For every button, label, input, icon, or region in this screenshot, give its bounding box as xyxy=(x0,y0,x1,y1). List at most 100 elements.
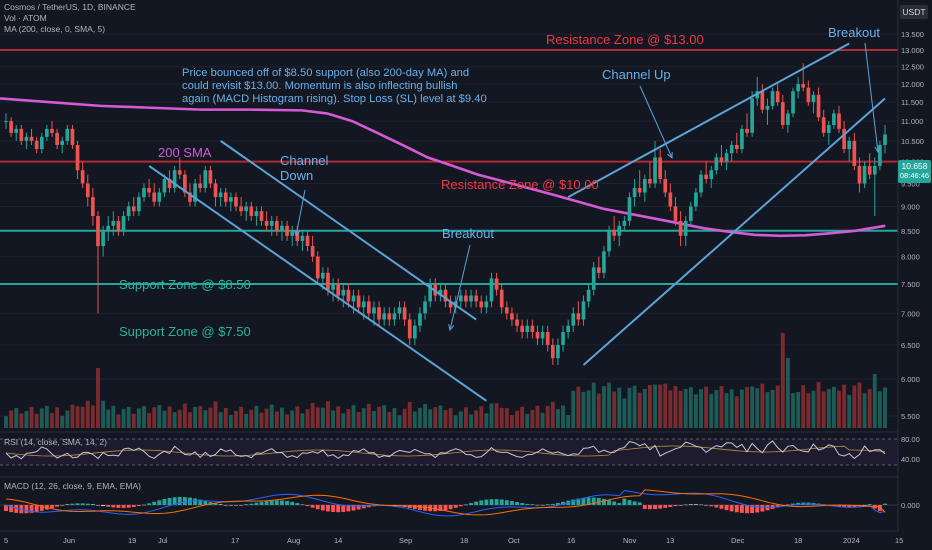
volume-bar xyxy=(821,391,826,428)
symbol-line[interactable]: Cosmos / TetherUS, 1D, BINANCE xyxy=(4,2,136,12)
macd-hist-bar xyxy=(96,505,100,506)
volume-bar xyxy=(489,403,494,428)
price-tick-label: 11.500 xyxy=(901,98,923,107)
volume-bar xyxy=(423,404,428,428)
price-tick-label: 8.500 xyxy=(901,227,920,236)
candle-body xyxy=(14,128,19,133)
macd-hist-bar xyxy=(683,504,688,506)
macd-hist-bar xyxy=(509,501,514,505)
volume-bar xyxy=(847,394,852,428)
candle-body xyxy=(535,332,540,339)
candle-body xyxy=(321,272,325,279)
candle-body xyxy=(673,206,678,221)
volume-bar xyxy=(239,406,244,428)
candle-body xyxy=(653,157,657,184)
volume-bar xyxy=(433,407,438,428)
candle-body xyxy=(540,332,545,339)
macd-hist-bar xyxy=(842,505,847,508)
candle-body xyxy=(336,284,341,296)
trend-channels[interactable] xyxy=(148,42,886,402)
macd-hist-bar xyxy=(729,505,734,512)
macd-hist-bar xyxy=(719,505,724,509)
candle-body xyxy=(412,325,417,339)
macd-hist-bar xyxy=(693,504,698,505)
candle-body xyxy=(341,289,346,296)
candle-body xyxy=(4,121,8,123)
arrow-channel-up xyxy=(639,85,673,159)
candle-body xyxy=(750,98,754,133)
last-price-value: 10.658 xyxy=(901,161,928,171)
macd-hist-bar xyxy=(545,504,550,506)
candle-body xyxy=(315,256,320,279)
volume-bar xyxy=(653,384,657,428)
volume-bar xyxy=(484,413,489,428)
macd-hist-bar xyxy=(591,497,596,505)
volume-bar xyxy=(683,388,688,428)
candle-body xyxy=(617,225,622,236)
volume-bar xyxy=(295,406,300,428)
volume-bar xyxy=(4,416,8,428)
macd-hist-bar xyxy=(101,505,106,506)
candle-body xyxy=(847,140,852,150)
candle-body xyxy=(167,179,172,188)
candle-body xyxy=(714,157,719,171)
macd-hist-bar xyxy=(259,501,264,505)
volume-bar xyxy=(152,407,157,428)
candle-body xyxy=(377,307,381,320)
rsi-legend[interactable]: RSI (14, close, SMA, 14, 2) xyxy=(4,437,107,447)
macd-legend[interactable]: MACD (12, 26, close, 9, EMA, EMA) xyxy=(4,481,141,491)
macd-hist-bar xyxy=(561,501,565,505)
macd-hist-bar xyxy=(106,505,111,507)
macd-hist-bar xyxy=(469,503,473,505)
candle-body xyxy=(137,197,141,212)
macd-hist-bar xyxy=(688,504,693,505)
candle-body xyxy=(694,192,698,207)
macd-hist-bar xyxy=(647,505,652,510)
candle-body xyxy=(581,301,586,320)
currency-badge[interactable]: USDT xyxy=(900,5,928,19)
volume-line[interactable]: Vol · ATOM xyxy=(4,13,47,23)
macd-hist-bar xyxy=(55,505,60,507)
volume-bar xyxy=(550,401,555,428)
candle-body xyxy=(183,174,187,193)
volume-bar xyxy=(75,406,80,428)
macd-hist-bar xyxy=(80,503,85,505)
volume-bar xyxy=(872,373,877,428)
volume-bar xyxy=(223,407,228,428)
volume-bar xyxy=(300,413,305,428)
macd-hist-bar xyxy=(269,500,274,505)
candle-body xyxy=(811,94,816,103)
volume-bar xyxy=(678,390,683,428)
volume-bar xyxy=(699,389,703,428)
header-legend: Cosmos / TetherUS, 1D, BINANCE Vol · ATO… xyxy=(4,2,136,35)
volume-bar xyxy=(126,406,131,428)
sma-label: 200 SMA xyxy=(158,145,212,160)
macd-hist-bar xyxy=(70,503,75,505)
candle-body xyxy=(116,220,121,231)
channel-up-label: Channel Up xyxy=(602,67,671,82)
ma-line[interactable]: MA (200, close, 0, SMA, 5) xyxy=(4,24,106,34)
macd-hist-bar xyxy=(474,501,479,505)
volume-bar xyxy=(167,406,172,428)
candle-body xyxy=(571,313,576,326)
volume-bar xyxy=(719,386,724,428)
macd-hist-bar xyxy=(862,505,867,506)
sma-line-group xyxy=(0,97,886,238)
candle-body xyxy=(259,211,264,221)
candle-body xyxy=(361,301,366,308)
time-tick-label: Jul xyxy=(158,536,168,545)
volume-bar xyxy=(366,403,371,428)
arrow-channel-down xyxy=(295,189,306,237)
volume-bar xyxy=(106,409,111,428)
candle-body xyxy=(438,289,443,296)
macd-hist-bar xyxy=(121,505,126,508)
channel-0-line-0 xyxy=(220,140,477,321)
volume-bar xyxy=(448,408,453,428)
volume-bar xyxy=(177,409,182,428)
macd-hist-bar xyxy=(453,505,458,508)
volume-bar xyxy=(305,409,310,428)
candle-body xyxy=(300,235,305,241)
macd-hist-bar xyxy=(361,505,366,509)
macd-hist-bar xyxy=(9,505,14,513)
